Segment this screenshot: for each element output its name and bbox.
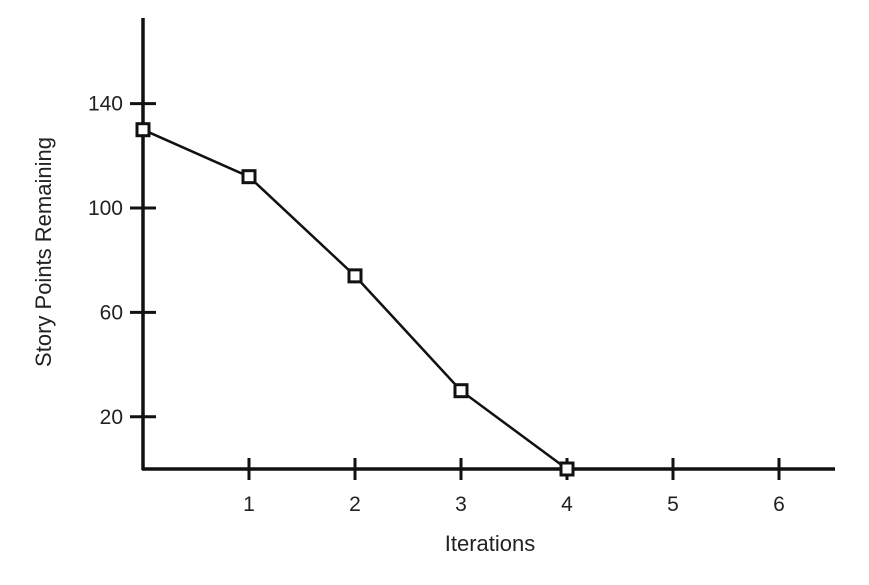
x-tick-label: 6 — [773, 493, 785, 516]
y-tick-label: 100 — [88, 197, 123, 220]
y-tick-label: 20 — [100, 406, 123, 429]
x-ticks: 1 2 3 4 5 6 — [243, 458, 785, 516]
data-point-marker — [453, 383, 469, 399]
data-point-marker — [559, 461, 575, 477]
y-tick-label: 140 — [88, 93, 123, 116]
x-tick-label: 4 — [561, 493, 573, 516]
data-point-marker — [135, 122, 151, 138]
y-tick-label: 60 — [100, 301, 123, 324]
data-point-marker — [347, 268, 363, 284]
y-ticks: 20 60 100 140 — [88, 93, 156, 429]
series-line — [142, 128, 568, 471]
x-tick-label: 1 — [243, 493, 255, 516]
data-point-marker — [241, 169, 257, 185]
axes — [141, 18, 835, 471]
x-axis-label: Iterations — [445, 531, 536, 556]
x-tick-label: 2 — [349, 493, 361, 516]
x-tick-label: 3 — [455, 493, 467, 516]
y-axis-label: Story Points Remaining — [31, 137, 56, 367]
series-layer — [135, 122, 575, 477]
x-tick-label: 5 — [667, 493, 679, 516]
